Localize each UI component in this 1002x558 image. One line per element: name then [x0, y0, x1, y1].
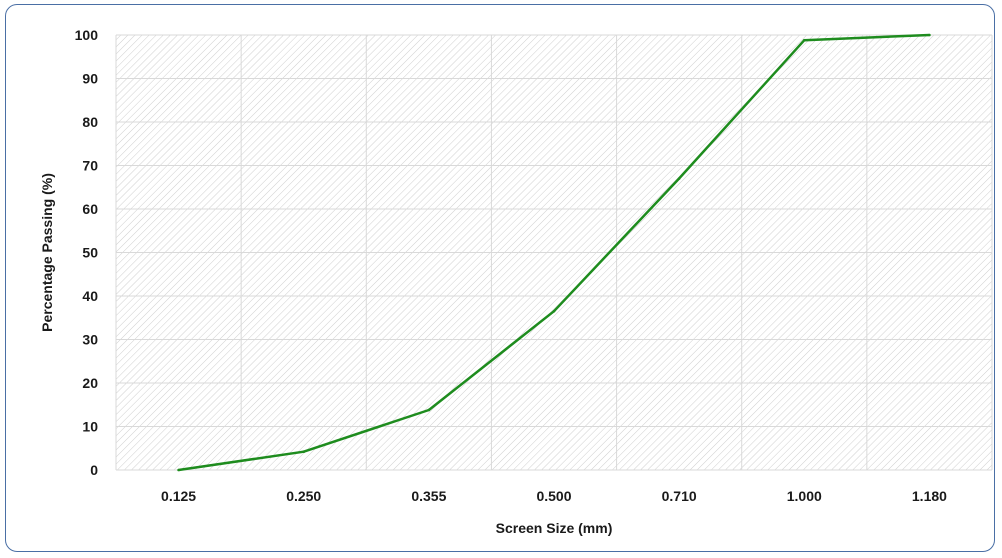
x-axis-title: Screen Size (mm) — [496, 520, 613, 536]
x-axis-ticks: 0.125 0.250 0.355 0.500 0.710 1.000 1.180 — [161, 488, 947, 504]
data-point — [427, 408, 431, 412]
y-tick-label: 100 — [75, 27, 99, 43]
data-point — [177, 468, 180, 472]
y-tick-label: 60 — [82, 201, 98, 217]
y-axis-ticks: 0 10 20 30 40 50 60 70 80 90 100 — [75, 27, 99, 478]
y-tick-label: 90 — [82, 71, 98, 87]
y-tick-label: 30 — [82, 332, 98, 348]
y-axis-title: Percentage Passing (%) — [39, 173, 55, 332]
gridlines — [115, 34, 993, 471]
y-tick-label: 80 — [82, 114, 98, 130]
x-tick-label: 0.710 — [662, 488, 697, 504]
y-tick-label: 0 — [90, 462, 98, 478]
y-tick-label: 70 — [82, 158, 98, 174]
series-group — [177, 33, 931, 472]
x-tick-label: 0.250 — [286, 488, 321, 504]
data-point — [552, 309, 556, 313]
y-tick-label: 20 — [82, 375, 98, 391]
y-tick-label: 10 — [82, 419, 98, 435]
x-tick-label: 0.500 — [536, 488, 571, 504]
y-tick-label: 50 — [82, 245, 98, 261]
data-point — [302, 450, 306, 454]
y-tick-label: 40 — [82, 288, 98, 304]
x-tick-label: 1.180 — [912, 488, 947, 504]
data-point — [928, 33, 931, 37]
data-point — [802, 38, 806, 42]
x-tick-label: 0.355 — [411, 488, 446, 504]
x-tick-label: 1.000 — [787, 488, 822, 504]
x-tick-label: 0.125 — [161, 488, 196, 504]
data-point — [677, 177, 681, 180]
